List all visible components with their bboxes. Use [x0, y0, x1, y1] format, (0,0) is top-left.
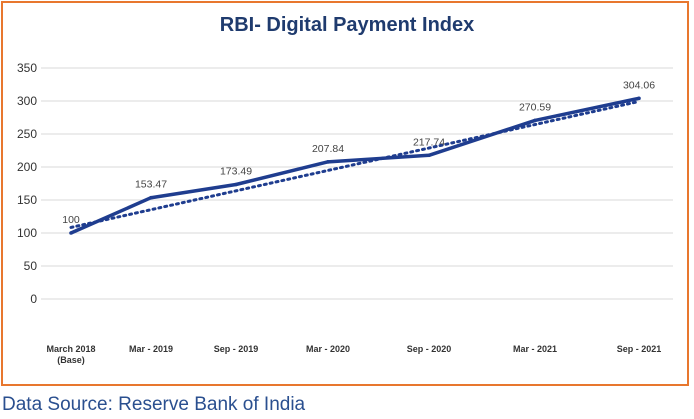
data-label: 217.74: [413, 136, 445, 148]
data-point: [326, 160, 330, 164]
y-tick-label: 250: [17, 127, 37, 141]
y-tick-label: 300: [17, 94, 37, 108]
y-tick-label: 0: [30, 292, 37, 306]
data-point: [234, 182, 238, 187]
x-tick-label: Sep - 2019: [214, 344, 259, 354]
y-tick-label: 50: [24, 259, 38, 273]
data-label: 304.06: [623, 79, 655, 91]
x-tick-label: Sep - 2020: [407, 344, 452, 354]
data-point: [427, 153, 431, 158]
y-tick-label: 200: [17, 160, 37, 174]
data-label: 270.59: [519, 101, 551, 113]
x-tick-label: Mar - 2021: [513, 344, 557, 354]
x-tick-label: (Base): [57, 355, 85, 365]
x-tick-label: Mar - 2019: [129, 344, 173, 354]
data-point: [637, 96, 641, 101]
x-tick-label: Mar - 2020: [306, 344, 350, 354]
y-tick-label: 150: [17, 193, 37, 207]
data-point: [149, 195, 153, 200]
data-label: 153.47: [135, 179, 167, 191]
x-tick-label: Sep - 2021: [617, 344, 662, 354]
chart-title: RBI- Digital Payment Index: [219, 14, 475, 36]
data-label: 100: [62, 214, 80, 226]
data-point: [69, 231, 73, 235]
y-tick-label: 350: [17, 61, 37, 75]
trendline: [69, 99, 641, 229]
data-source-caption: Data Source: Reserve Bank of India: [2, 394, 306, 415]
data-label: 207.84: [312, 143, 344, 155]
data-point: [533, 118, 537, 123]
chart-frame: RBI- Digital Payment Index 0 50 100 150 200 2…: [1, 1, 689, 386]
y-tick-label: 100: [17, 226, 37, 240]
x-tick-label: March 2018: [46, 344, 95, 354]
data-label: 173.49: [220, 165, 252, 177]
line-chart: 0 50 100 150 200 250 300 350 March 2018(Base) Mar…: [17, 61, 673, 365]
